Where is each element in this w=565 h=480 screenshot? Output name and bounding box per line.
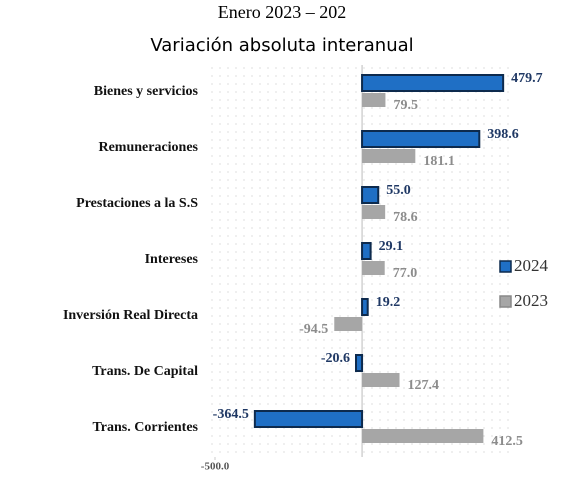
bar (362, 205, 386, 219)
value-label: 127.4 (408, 378, 440, 393)
bar (253, 410, 364, 428)
bar (362, 261, 385, 275)
row-panel (205, 177, 515, 230)
legend-label: 2023 (514, 291, 548, 310)
row-panel (205, 233, 515, 286)
value-label: -364.5 (213, 407, 249, 422)
category-label: Intereses (145, 252, 199, 267)
value-label: 412.5 (491, 434, 522, 449)
chart-title: Enero 2023 – 202 (218, 2, 346, 22)
value-label: 479.7 (511, 71, 543, 86)
bar (355, 354, 364, 372)
bar (334, 317, 363, 331)
legend-swatch (499, 260, 512, 273)
category-label: Inversión Real Directa (63, 308, 198, 323)
value-label: 78.6 (393, 210, 418, 225)
legend-swatch (499, 295, 512, 308)
value-label: 181.1 (423, 154, 455, 169)
category-label: Bienes y servicios (94, 84, 199, 99)
value-label: -94.5 (299, 322, 328, 337)
bar (362, 149, 416, 163)
chart-subtitle: Variación absoluta interanual (150, 35, 413, 56)
row-panel (205, 289, 515, 342)
legend-label: 2024 (514, 256, 549, 275)
bar (362, 429, 484, 443)
value-label: 19.2 (376, 295, 401, 310)
bar (361, 242, 372, 260)
bar (361, 130, 481, 148)
category-label: Trans. Corrientes (93, 420, 199, 435)
bar (361, 74, 505, 92)
value-label: 398.6 (487, 127, 519, 142)
bar (361, 186, 380, 204)
value-label: 29.1 (379, 239, 404, 254)
x-tick-label: -500.0 (201, 461, 230, 473)
value-label: 77.0 (393, 266, 418, 281)
bar (362, 93, 386, 107)
bar (362, 373, 400, 387)
value-label: 55.0 (386, 183, 411, 198)
value-label: -20.6 (321, 351, 350, 366)
bar (361, 298, 369, 316)
category-label: Remuneraciones (98, 140, 198, 155)
category-label: Trans. De Capital (92, 364, 198, 379)
value-label: 79.5 (393, 98, 418, 113)
category-label: Prestaciones a la S.S (76, 196, 198, 211)
